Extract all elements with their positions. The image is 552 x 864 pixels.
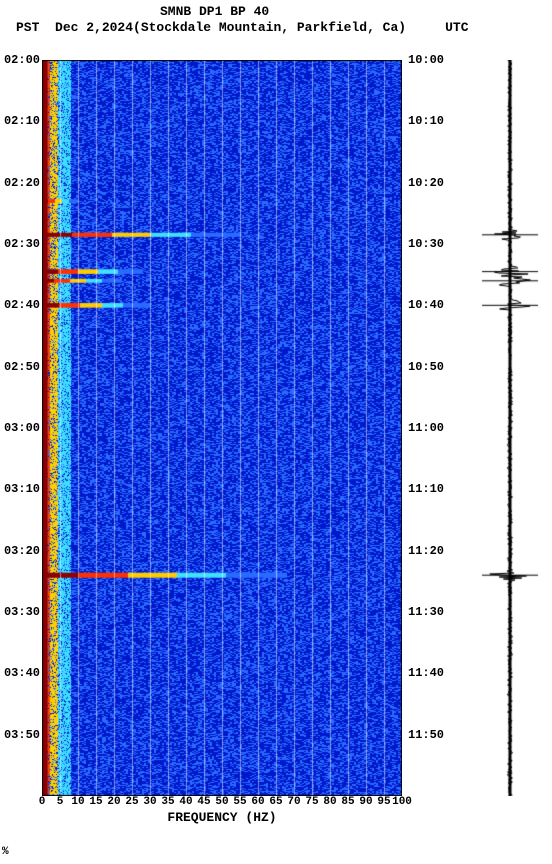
freq-tick: 45 <box>197 796 210 808</box>
right-time-tick: 11:30 <box>408 605 444 619</box>
freq-tick: 15 <box>89 796 102 808</box>
freq-tick: 100 <box>392 796 412 808</box>
right-time-tick: 10:30 <box>408 237 444 251</box>
station-line: SMNB DP1 BP 40 <box>0 4 552 20</box>
left-time-tick: 02:20 <box>4 176 40 190</box>
tz-left: PST <box>16 20 39 35</box>
right-time-tick: 10:20 <box>408 176 444 190</box>
right-time-tick: 11:10 <box>408 482 444 496</box>
footer-mark: % <box>2 846 9 858</box>
left-time-tick: 03:50 <box>4 728 40 742</box>
left-time-tick: 02:10 <box>4 114 40 128</box>
right-time-tick: 10:40 <box>408 298 444 312</box>
freq-tick: 60 <box>251 796 264 808</box>
right-time-tick: 10:50 <box>408 360 444 374</box>
freq-tick: 65 <box>269 796 282 808</box>
tz-right: UTC <box>445 20 468 35</box>
left-time-tick: 03:40 <box>4 666 40 680</box>
left-time-tick: 02:00 <box>4 53 40 67</box>
left-time-tick: 03:00 <box>4 421 40 435</box>
spectrogram-canvas <box>42 60 402 796</box>
right-time-tick: 11:00 <box>408 421 444 435</box>
left-time-tick: 03:30 <box>4 605 40 619</box>
right-time-axis: 10:0010:1010:2010:3010:4010:5011:0011:10… <box>404 60 452 796</box>
freq-tick: 70 <box>287 796 300 808</box>
freq-tick: 40 <box>179 796 192 808</box>
right-time-tick: 10:00 <box>408 53 444 67</box>
right-time-tick: 10:10 <box>408 114 444 128</box>
left-time-axis: 02:0002:1002:2002:3002:4002:5003:0003:10… <box>0 60 42 796</box>
spectrogram-plot <box>42 60 402 796</box>
date: Dec 2,2024 <box>55 20 133 35</box>
freq-tick: 25 <box>125 796 138 808</box>
location: (Stockdale Mountain, Parkfield, Ca) <box>133 20 406 35</box>
freq-tick: 75 <box>305 796 318 808</box>
freq-tick: 90 <box>359 796 372 808</box>
freq-tick: 20 <box>107 796 120 808</box>
header: SMNB DP1 BP 40 PST Dec 2,2024(Stockdale … <box>0 0 552 35</box>
left-time-tick: 03:10 <box>4 482 40 496</box>
waveform-plot <box>480 60 540 796</box>
freq-tick: 0 <box>39 796 46 808</box>
freq-tick: 5 <box>57 796 64 808</box>
right-time-tick: 11:20 <box>408 544 444 558</box>
left-time-tick: 02:30 <box>4 237 40 251</box>
freq-tick: 10 <box>71 796 84 808</box>
waveform-canvas <box>480 60 540 796</box>
freq-tick: 80 <box>323 796 336 808</box>
freq-tick: 30 <box>143 796 156 808</box>
right-time-tick: 11:40 <box>408 666 444 680</box>
date-location-line: PST Dec 2,2024(Stockdale Mountain, Parkf… <box>0 20 552 36</box>
left-time-tick: 02:50 <box>4 360 40 374</box>
freq-tick: 35 <box>161 796 174 808</box>
freq-tick: 95 <box>377 796 390 808</box>
left-time-tick: 02:40 <box>4 298 40 312</box>
freq-tick: 85 <box>341 796 354 808</box>
freq-tick: 55 <box>233 796 246 808</box>
freq-tick: 50 <box>215 796 228 808</box>
right-time-tick: 11:50 <box>408 728 444 742</box>
left-time-tick: 03:20 <box>4 544 40 558</box>
frequency-axis-label: FREQUENCY (HZ) <box>42 810 402 825</box>
